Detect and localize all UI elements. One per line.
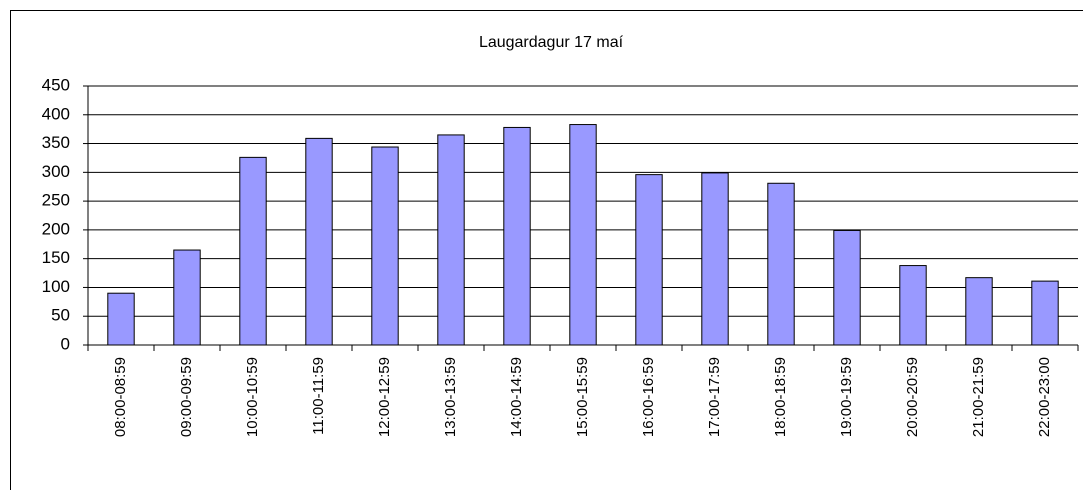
y-tick-label: 150: [42, 248, 70, 267]
x-tick-label: 08:00-08:59: [112, 357, 129, 437]
bar: [767, 182, 795, 346]
x-tick-label: 21:00-21:59: [970, 357, 987, 437]
y-tick-label: 400: [42, 104, 70, 123]
bar: [107, 292, 135, 346]
bar: [305, 137, 333, 346]
bar: [833, 229, 861, 346]
bar: [1031, 280, 1059, 346]
bar: [503, 126, 531, 346]
y-tick-label: 350: [42, 133, 70, 152]
x-tick-label: 10:00-10:59: [244, 357, 261, 437]
x-tick-label: 20:00-20:59: [904, 357, 921, 437]
bar: [635, 174, 663, 346]
bar: [371, 146, 399, 346]
bar: [899, 265, 927, 346]
y-tick-label: 50: [51, 306, 70, 325]
x-tick-label: 17:00-17:59: [706, 357, 723, 437]
bar: [965, 277, 993, 346]
x-tick-label: 19:00-19:59: [838, 357, 855, 437]
y-tick-label: 250: [42, 191, 70, 210]
x-tick-label: 16:00-16:59: [640, 357, 657, 437]
x-tick-label: 12:00-12:59: [376, 357, 393, 437]
x-tick-label: 13:00-13:59: [442, 357, 459, 437]
x-tick-label: 14:00-14:59: [508, 357, 525, 437]
y-tick-label: 0: [61, 334, 70, 353]
bar: [437, 134, 465, 346]
x-tick-label: 22:00-23:00: [1036, 357, 1053, 437]
y-tick-label: 100: [42, 277, 70, 296]
bar: [239, 156, 267, 346]
x-tick-label: 18:00-18:59: [772, 357, 789, 437]
y-tick-label: 450: [42, 75, 70, 94]
y-tick-label: 300: [42, 162, 70, 181]
bar: [173, 249, 201, 346]
x-tick-label: 11:00-11:59: [310, 357, 327, 435]
chart-title: Laugardagur 17 maí: [479, 34, 624, 51]
x-tick-label: 15:00-15:59: [574, 357, 591, 437]
bar: [701, 172, 729, 346]
bar: [569, 124, 597, 346]
x-tick-label: 09:00-09:59: [178, 357, 195, 437]
chart-frame: [10, 10, 1083, 490]
y-tick-label: 200: [42, 219, 70, 238]
